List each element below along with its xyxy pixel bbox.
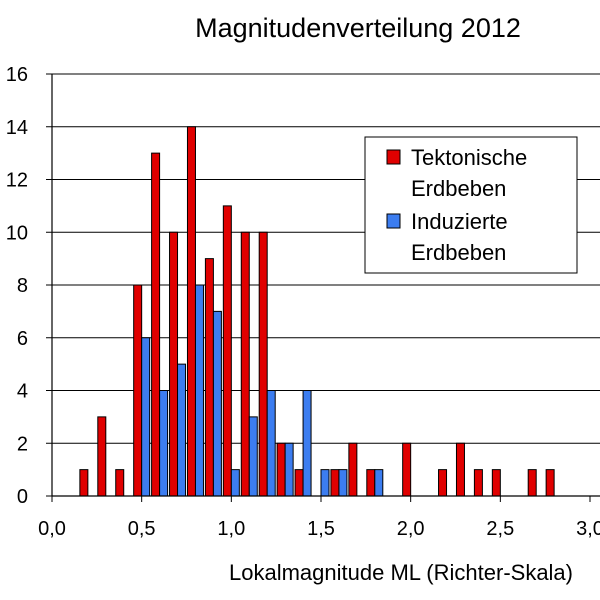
x-tick-label-4: 2,0: [397, 518, 425, 540]
bar-tektonische-10: [222, 205, 232, 497]
x-tick-label-6: 3,0: [576, 518, 600, 540]
bar-tektonische-7: [169, 231, 179, 497]
y-tick-label-0: 0: [17, 486, 28, 508]
x-tick-label-5: 2,5: [486, 518, 514, 540]
axes: [46, 73, 600, 502]
x-axis-label: Lokalmagnitude ML (Richter-Skala): [229, 560, 573, 585]
bar-tektonische-11: [240, 231, 250, 497]
y-tick-labels: 0 2 4 6 8 10 12 14 16: [6, 64, 28, 508]
bar-induzierte-6: [159, 390, 169, 497]
bar-tektonische-9: [204, 258, 214, 497]
bar-tektonische-27: [527, 469, 537, 497]
bar-tektonische-20: [402, 442, 412, 497]
bar-induzierte-13: [284, 442, 294, 497]
bar-tektonische-8: [186, 126, 196, 497]
y-tick-label-5: 10: [6, 222, 28, 244]
y-tick-label-7: 14: [6, 117, 28, 139]
y-tick-label-6: 12: [6, 170, 28, 192]
bar-induzierte-8: [194, 284, 204, 497]
bar-induzierte-5: [141, 337, 151, 497]
x-tick-label-1: 0,5: [128, 518, 156, 540]
bar-induzierte-7: [177, 363, 187, 497]
bar-induzierte-12: [266, 390, 276, 497]
bar-tektonische-23: [455, 442, 465, 497]
bar-tektonische-24: [473, 469, 483, 497]
bar-induzierte-18: [374, 469, 384, 497]
legend: Tektonische Erdbeben Induzierte Erdbeben: [364, 136, 578, 274]
x-tick-label-3: 1,5: [307, 518, 335, 540]
legend-swatch-0: [386, 149, 401, 165]
bar-tektonische-16: [330, 469, 340, 497]
y-tick-label-4: 8: [17, 275, 28, 297]
bar-tektonische-22: [438, 469, 448, 497]
x-tick-label-2: 1,0: [217, 518, 245, 540]
bar-tektonische-28: [545, 469, 555, 497]
y-tick-label-8: 16: [6, 64, 28, 86]
bar-tektonische-2: [79, 469, 89, 497]
bar-tektonische-3: [97, 416, 107, 497]
x-tick-label-0: 0,0: [38, 518, 66, 540]
bar-tektonische-25: [491, 469, 501, 497]
chart-title: Magnitudenverteilung 2012: [195, 13, 521, 43]
y-tick-label-1: 2: [17, 433, 28, 455]
bar-induzierte-9: [212, 310, 222, 497]
legend-swatch-1: [386, 213, 401, 229]
y-tick-label-2: 4: [17, 381, 28, 403]
x-tick-labels: 0,0 0,5 1,0 1,5 2,0 2,5 3,0: [38, 518, 600, 540]
bar-induzierte-11: [248, 416, 258, 497]
legend-label-1: Induzierte Erdbeben: [411, 209, 508, 265]
y-tick-label-3: 6: [17, 328, 28, 350]
bar-tektonische-4: [115, 469, 125, 497]
bar-tektonische-14: [294, 469, 304, 497]
bar-tektonische-12: [258, 231, 268, 497]
bar-induzierte-14: [302, 390, 312, 497]
bar-induzierte-10: [230, 469, 240, 497]
bar-tektonische-13: [276, 442, 286, 497]
bar-induzierte-16: [338, 469, 348, 497]
bar-tektonische-5: [133, 284, 143, 497]
bar-induzierte-15: [320, 469, 330, 497]
bar-tektonische-17: [348, 442, 358, 497]
bar-tektonische-18: [366, 469, 376, 497]
bar-tektonische-6: [151, 152, 161, 497]
legend-label-0: Tektonische Erdbeben: [411, 145, 527, 201]
